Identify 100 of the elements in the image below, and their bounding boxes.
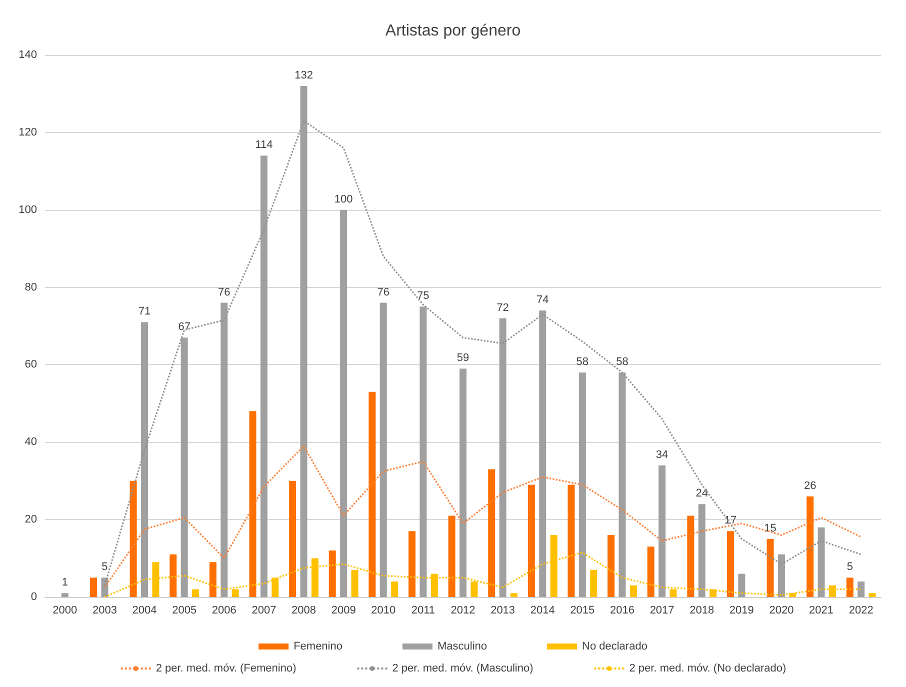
bar bbox=[578, 372, 586, 597]
legend-label: 2 per. med. móv. (Femenino) bbox=[156, 662, 296, 674]
bar bbox=[658, 465, 666, 597]
data-label: 71 bbox=[138, 306, 151, 318]
chart-title: Artistas por género bbox=[385, 22, 521, 40]
bar bbox=[368, 392, 376, 597]
y-tick-label: 60 bbox=[24, 358, 37, 371]
bar bbox=[858, 582, 865, 597]
bar bbox=[630, 585, 637, 597]
x-tick-label: 2020 bbox=[769, 604, 794, 616]
y-tick-label: 80 bbox=[24, 281, 37, 294]
x-tick-label: 2006 bbox=[212, 604, 236, 616]
x-tick-label: 2010 bbox=[371, 604, 396, 616]
bar bbox=[806, 496, 814, 597]
x-tick-label: 2021 bbox=[809, 604, 834, 616]
x-tick-label: 2012 bbox=[450, 604, 476, 616]
bar bbox=[141, 322, 148, 597]
x-tick-label: 2004 bbox=[132, 604, 157, 616]
legend-label: No declarado bbox=[582, 640, 648, 652]
bar bbox=[380, 302, 387, 597]
data-label: 5 bbox=[102, 561, 108, 574]
bar bbox=[846, 578, 854, 597]
y-tick-label: 20 bbox=[24, 514, 37, 526]
bar bbox=[90, 578, 98, 597]
x-tick-label: 2019 bbox=[729, 604, 754, 616]
bar bbox=[766, 538, 774, 597]
data-label: 76 bbox=[218, 286, 230, 298]
x-tick-label: 2007 bbox=[252, 604, 276, 616]
bar bbox=[818, 527, 825, 597]
bar bbox=[391, 582, 398, 597]
y-tick-label: 0 bbox=[30, 591, 37, 603]
data-label: 34 bbox=[656, 448, 668, 461]
bar bbox=[180, 338, 188, 597]
bar bbox=[170, 554, 177, 597]
data-label: 67 bbox=[178, 321, 190, 334]
bar bbox=[698, 504, 706, 597]
bar bbox=[340, 210, 348, 597]
data-label: 74 bbox=[536, 294, 549, 306]
bar bbox=[460, 368, 466, 597]
line-series bbox=[104, 445, 862, 588]
x-tick-label: 2017 bbox=[650, 604, 674, 616]
bar bbox=[220, 302, 228, 597]
data-label: 59 bbox=[456, 352, 470, 364]
data-label: 26 bbox=[804, 480, 816, 492]
bar bbox=[300, 86, 308, 597]
bar bbox=[647, 546, 654, 597]
bar bbox=[539, 310, 546, 597]
bar bbox=[61, 593, 68, 597]
x-tick-label: 2022 bbox=[848, 604, 874, 616]
bar bbox=[328, 550, 336, 597]
y-tick-label: 120 bbox=[18, 126, 37, 138]
bar bbox=[448, 516, 456, 597]
x-tick-label: 2009 bbox=[331, 604, 356, 616]
data-label: 1 bbox=[62, 576, 68, 589]
line-series bbox=[104, 120, 862, 586]
bar bbox=[488, 469, 496, 597]
bar bbox=[192, 589, 200, 597]
data-label: 24 bbox=[696, 488, 708, 500]
bar bbox=[738, 574, 746, 597]
x-tick-label: 2016 bbox=[610, 604, 634, 616]
data-label: 58 bbox=[576, 356, 589, 368]
bar bbox=[260, 156, 268, 597]
bar bbox=[618, 372, 626, 597]
bar bbox=[726, 531, 734, 597]
bar bbox=[499, 318, 506, 597]
bar bbox=[590, 570, 598, 597]
data-label: 132 bbox=[294, 69, 313, 82]
x-tick-label: 2011 bbox=[411, 604, 436, 616]
bar bbox=[868, 593, 876, 597]
data-label: 114 bbox=[255, 139, 273, 152]
x-tick-label: 2005 bbox=[172, 604, 197, 616]
bar bbox=[608, 535, 615, 597]
bar bbox=[510, 593, 518, 597]
legend-label: 2 per. med. móv. (Masculino) bbox=[392, 662, 534, 674]
bar bbox=[130, 480, 137, 597]
bar bbox=[209, 562, 216, 597]
x-tick-label: 2008 bbox=[292, 604, 316, 616]
y-tick-label: 40 bbox=[24, 436, 37, 448]
x-tick-label: 2015 bbox=[570, 604, 595, 616]
data-label: 76 bbox=[377, 286, 390, 298]
bar bbox=[687, 516, 694, 597]
x-tick-label: 2014 bbox=[530, 604, 555, 616]
legend-label: Femenino bbox=[294, 640, 342, 652]
legend-label: 2 per. med. móv. (No declarado) bbox=[629, 662, 786, 674]
bar bbox=[778, 554, 785, 597]
bar bbox=[408, 531, 416, 597]
y-tick-label: 140 bbox=[18, 49, 37, 61]
bar bbox=[420, 306, 427, 597]
data-label: 75 bbox=[417, 290, 430, 302]
x-tick-label: 2018 bbox=[690, 604, 714, 616]
legend-label: Masculino bbox=[437, 640, 488, 652]
bar bbox=[289, 480, 296, 597]
bar bbox=[528, 484, 535, 597]
bar bbox=[249, 411, 256, 597]
y-tick-label: 100 bbox=[18, 204, 37, 216]
data-label: 72 bbox=[496, 302, 509, 314]
data-label: 58 bbox=[616, 356, 628, 368]
data-label: 100 bbox=[334, 193, 353, 206]
bar bbox=[568, 484, 575, 597]
x-tick-label: 2003 bbox=[92, 604, 117, 616]
